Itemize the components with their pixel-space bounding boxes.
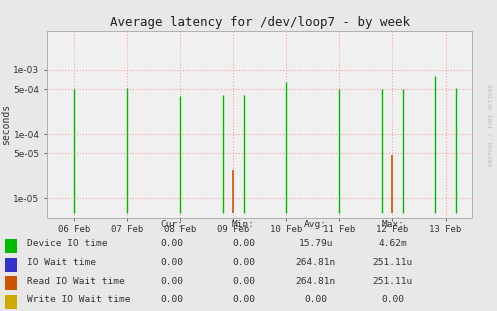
Text: Max:: Max: — [381, 220, 404, 229]
Bar — [5, 295, 17, 309]
Title: Average latency for /dev/loop7 - by week: Average latency for /dev/loop7 - by week — [110, 16, 410, 29]
Text: 0.00: 0.00 — [232, 295, 255, 304]
Text: IO Wait time: IO Wait time — [27, 258, 96, 267]
Text: Device IO time: Device IO time — [27, 239, 108, 248]
Text: 0.00: 0.00 — [160, 258, 183, 267]
Text: 251.11u: 251.11u — [373, 277, 413, 285]
Text: Avg:: Avg: — [304, 220, 327, 229]
Text: RRDTOOL / TOBI OETIKER: RRDTOOL / TOBI OETIKER — [488, 83, 493, 166]
Text: Min:: Min: — [232, 220, 255, 229]
Text: 0.00: 0.00 — [304, 295, 327, 304]
Text: 4.62m: 4.62m — [378, 239, 407, 248]
Text: Write IO Wait time: Write IO Wait time — [27, 295, 131, 304]
Text: 264.81n: 264.81n — [296, 277, 335, 285]
Text: 0.00: 0.00 — [381, 295, 404, 304]
Text: 0.00: 0.00 — [232, 277, 255, 285]
Text: 0.00: 0.00 — [160, 277, 183, 285]
Text: 0.00: 0.00 — [232, 258, 255, 267]
Bar — [5, 276, 17, 290]
Text: 0.00: 0.00 — [232, 239, 255, 248]
Text: Cur:: Cur: — [160, 220, 183, 229]
Text: Read IO Wait time: Read IO Wait time — [27, 277, 125, 285]
Text: 0.00: 0.00 — [160, 295, 183, 304]
Y-axis label: seconds: seconds — [0, 104, 10, 145]
Bar — [5, 258, 17, 272]
Bar — [5, 239, 17, 253]
Text: 264.81n: 264.81n — [296, 258, 335, 267]
Text: 0.00: 0.00 — [160, 239, 183, 248]
Text: 251.11u: 251.11u — [373, 258, 413, 267]
Text: 15.79u: 15.79u — [298, 239, 333, 248]
